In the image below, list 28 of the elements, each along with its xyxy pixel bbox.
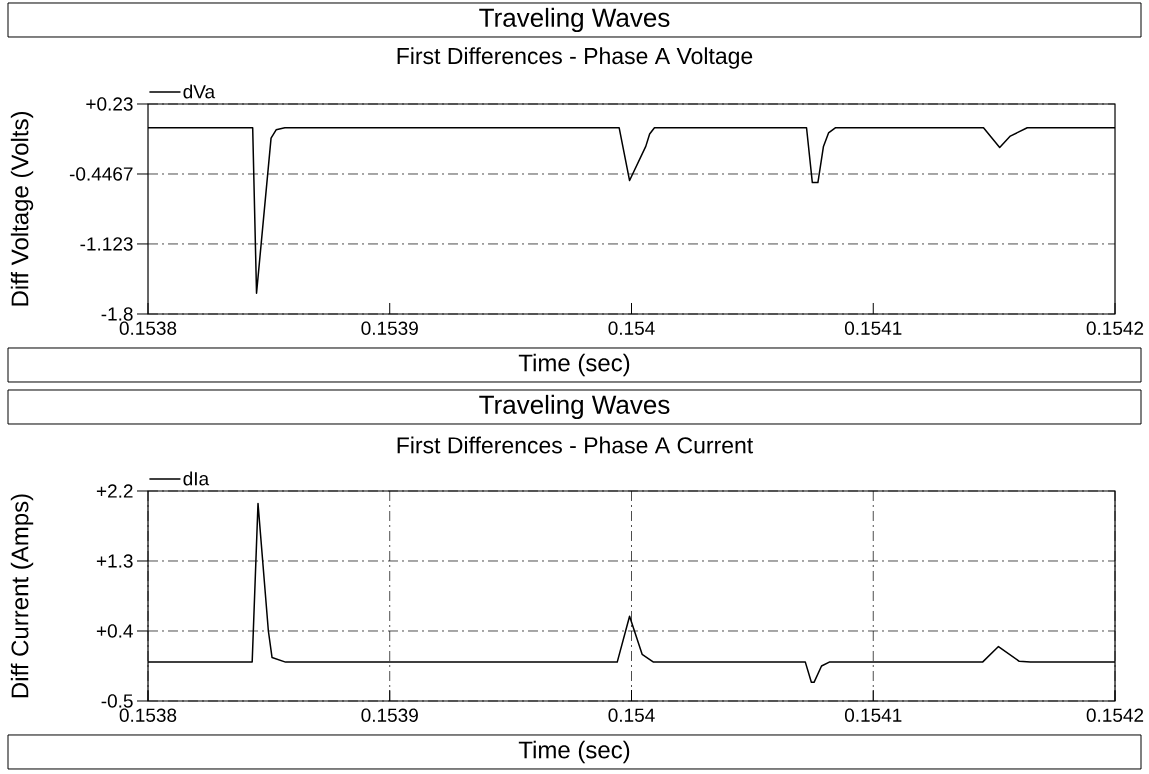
chart-subtitle: First Differences - Phase A Current — [397, 436, 754, 454]
y-tick-label: +1.3 — [96, 554, 133, 568]
chart-title: Traveling Waves — [479, 7, 670, 33]
y-tick-label: -0.5 — [101, 694, 133, 708]
x-tick-label: 0.1538 — [119, 708, 177, 722]
chart-subtitle: First Differences - Phase A Voltage — [397, 47, 753, 69]
x-tick-label: 0.154 — [608, 708, 655, 722]
x-tick-label: 0.1539 — [361, 708, 418, 722]
x-tick-label: 0.154 — [608, 321, 655, 335]
y-tick-label: +0.4 — [96, 624, 133, 638]
x-tick-label: 0.1542 — [1086, 708, 1144, 722]
x-axis-title: Time (sec) — [518, 353, 630, 377]
y-tick-label: +0.23 — [86, 97, 133, 111]
x-tick-label: 0.1538 — [119, 321, 177, 335]
x-tick-label: 0.1539 — [361, 321, 418, 335]
y-tick-label: -1.123 — [80, 237, 133, 251]
y-axis-title: Diff Voltage (Volts) — [10, 111, 34, 306]
y-tick-label: +2.2 — [96, 484, 133, 498]
legend-label: dVa — [183, 84, 216, 99]
y-tick-label: -0.4467 — [69, 167, 133, 181]
y-tick-label: -1.8 — [101, 307, 133, 321]
x-tick-label: 0.1542 — [1086, 321, 1144, 335]
x-tick-label: 0.1541 — [844, 321, 902, 335]
y-axis-title: Diff Current (Amps) — [10, 494, 34, 698]
x-axis-title: Time (sec) — [518, 740, 630, 764]
chart-title: Traveling Waves — [479, 394, 670, 420]
x-tick-label: 0.1541 — [844, 708, 902, 722]
legend-label: dIa — [183, 471, 210, 486]
